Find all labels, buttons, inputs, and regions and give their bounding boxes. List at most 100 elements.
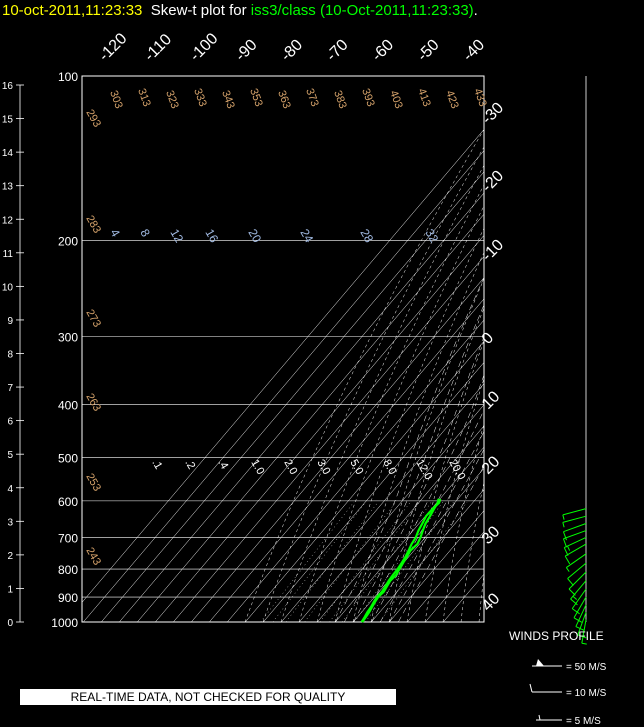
mixing-ratio-label: 28 [357, 227, 376, 246]
height-label: 13 [2, 182, 14, 193]
wind-barb [581, 619, 587, 645]
height-label: 1 [7, 584, 13, 595]
isotherm-line [155, 234, 484, 622]
mixing-ratio-label: 4 [107, 227, 123, 240]
dry-adiabat [406, 340, 484, 622]
pressure-label: 400 [58, 399, 78, 413]
dry-adiabat [262, 146, 484, 622]
dry-adiabat [603, 78, 644, 622]
wind-barb-shaft [566, 553, 587, 568]
height-label: 9 [7, 316, 13, 327]
moist-adiabat [335, 276, 484, 622]
right-temp-label: 30 [479, 523, 504, 548]
wind-barb [577, 612, 587, 639]
height-label: 11 [3, 249, 14, 260]
theta-label: 393 [359, 87, 377, 108]
isotherm-line [82, 129, 484, 603]
moist-adiabat [398, 465, 484, 622]
isotherm-line [425, 552, 484, 622]
wind-barb-flag [567, 545, 571, 551]
wind-barb-flag [577, 634, 587, 639]
theta-label: 403 [387, 89, 405, 110]
plot-frame [81, 75, 485, 623]
wind-barb-flag [562, 522, 565, 528]
dry-adiabat [551, 78, 644, 622]
wind-barb [565, 553, 587, 572]
top-temp-label: -70 [323, 36, 351, 64]
theta-label: 263 [83, 392, 103, 414]
pressure-label: 200 [58, 234, 78, 248]
isotherm-line [173, 256, 484, 622]
wind-legend-label: = 5 M/S [566, 716, 601, 727]
height-label: 15 [2, 115, 14, 126]
dry-adiabat [280, 164, 484, 622]
height-label: 12 [2, 215, 14, 226]
wind-barb-shaft [562, 508, 587, 516]
top-temp-label: -110 [141, 31, 175, 65]
theta-label: 413 [415, 87, 433, 108]
wind-barb-flag [563, 547, 569, 556]
right-temp-label: -20 [479, 167, 507, 195]
pressure-label: 1000 [51, 616, 78, 630]
wind-barb [567, 562, 587, 586]
theta-label: 363 [275, 89, 293, 110]
dry-adiabat [460, 481, 484, 622]
pressure-label: 300 [58, 331, 78, 345]
dry-adiabat [244, 128, 484, 622]
height-label: 3 [7, 517, 13, 528]
dry-adiabat [619, 78, 644, 622]
moist-adiabat [389, 448, 484, 622]
top-temp-label: -80 [278, 36, 306, 64]
theta-label: 303 [107, 89, 125, 110]
theta-label: 423 [443, 89, 461, 110]
isotherm-line [263, 361, 484, 622]
wind-barb-flag [567, 578, 574, 586]
height-label: 10 [2, 282, 14, 293]
mixing-ratio-label: 8 [137, 227, 153, 240]
top-temp-label: -90 [232, 36, 260, 64]
wind-barb [575, 604, 587, 631]
wind-barb-flag [562, 538, 567, 548]
height-label: 6 [7, 417, 13, 428]
mixing-ratio-line [260, 501, 355, 622]
pressure-label: 600 [58, 495, 78, 509]
theta-label: 273 [83, 308, 103, 330]
moist-adiabat [344, 304, 484, 622]
wind-legend-label: = 10 M/S [566, 688, 607, 699]
right-temp-label: 0 [479, 329, 497, 347]
moist-adiabat [353, 336, 484, 622]
wind-barb-flag [570, 598, 578, 606]
top-temp-label: -100 [187, 30, 222, 65]
legend-barb-flag [529, 683, 533, 693]
wind-barb [573, 596, 587, 623]
top-temp-label: -60 [369, 36, 397, 64]
legend-barb-flag [538, 714, 541, 721]
theta-label: 313 [135, 87, 153, 108]
wind-barb [568, 571, 587, 596]
isotherm-line [101, 171, 484, 622]
mixing-ratio-label: 20 [245, 227, 264, 246]
isotherm-line [119, 192, 484, 622]
wind-barb [564, 543, 587, 565]
title-station: iss3/class (10-Oct-2011,11:23:33) [250, 2, 474, 19]
moist-adiabat [380, 430, 484, 622]
pressure-label: 100 [58, 70, 78, 84]
height-label: 8 [7, 350, 13, 361]
wind-barb-flag [564, 555, 571, 565]
mixing-ratio-label: 24 [297, 227, 316, 246]
wind-barb [570, 580, 587, 606]
wind-barb-flag [562, 531, 567, 541]
wind-barb [562, 515, 587, 528]
isotherm-line [245, 340, 484, 622]
theta-label: 323 [163, 89, 181, 110]
isotherm-line [389, 510, 484, 622]
wind-barb-shaft [564, 536, 587, 549]
theta-label: 293 [83, 108, 103, 130]
wind-barb-shaft [581, 619, 587, 644]
wind-barb-flag [562, 514, 565, 520]
wind-barb [562, 523, 587, 541]
wind-barb-shaft [568, 571, 587, 590]
mixing-ratio-line [365, 501, 454, 622]
dry-adiabat [497, 78, 644, 622]
height-label: 0 [7, 618, 13, 629]
